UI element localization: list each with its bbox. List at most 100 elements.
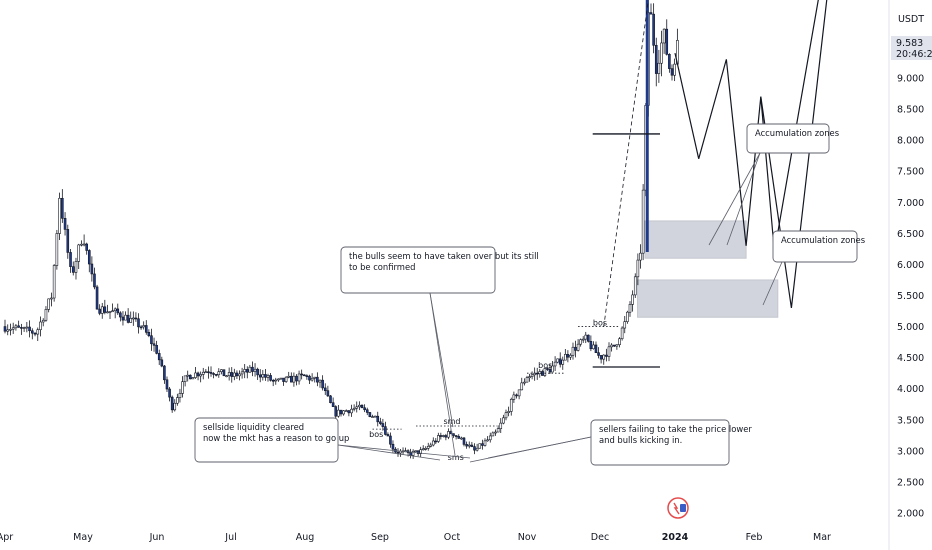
price-axis[interactable] xyxy=(889,0,932,550)
candle-body-122 xyxy=(323,387,327,391)
x-tick-Mar: Mar xyxy=(813,532,831,543)
candle-body-69 xyxy=(186,374,190,377)
candle-body-1 xyxy=(6,329,10,332)
candle-body-133 xyxy=(352,407,356,410)
candle-body-3 xyxy=(11,327,15,330)
candle-body-200 xyxy=(525,377,529,383)
candle-body-26 xyxy=(74,261,78,273)
candle-body-74 xyxy=(199,374,202,377)
candle-body-176 xyxy=(462,437,466,445)
candle-body-177 xyxy=(465,444,468,447)
candle-body-214 xyxy=(561,359,565,365)
candle-body-215 xyxy=(564,354,567,361)
annotation-text-1-1: the bulls seem to have taken over but it… xyxy=(349,251,539,261)
candle-body-37 xyxy=(103,306,107,313)
candle-body-89 xyxy=(238,373,241,377)
candle-body-202 xyxy=(530,374,534,377)
candle-body-27 xyxy=(77,244,81,262)
x-tick-Feb: Feb xyxy=(746,532,763,543)
candle-body-162 xyxy=(426,445,430,449)
candle-body-228 xyxy=(597,352,600,356)
candle-body-186 xyxy=(488,435,492,441)
structure-label-1: bos xyxy=(369,430,383,439)
candle-body-97 xyxy=(258,374,262,378)
x-tick-May: May xyxy=(73,532,93,543)
candle-body-226 xyxy=(592,344,595,350)
candle-body-209 xyxy=(548,368,552,373)
candle-body-235 xyxy=(615,344,619,347)
candle-body-39 xyxy=(108,311,112,313)
candle-body-156 xyxy=(411,450,415,456)
dashed-trend-line xyxy=(603,0,649,327)
candle-body-180 xyxy=(473,446,476,451)
x-tick-Dec: Dec xyxy=(591,532,609,543)
x-tick-Jun: Jun xyxy=(149,532,165,543)
candle-body-119 xyxy=(316,376,319,383)
candle-body-79 xyxy=(212,373,215,375)
candle-body-12 xyxy=(36,329,40,335)
candle-body-251 xyxy=(657,62,661,74)
candle-body-70 xyxy=(189,374,192,380)
candle-body-62 xyxy=(168,388,171,398)
y-tick-3.500: 3.500 xyxy=(897,415,924,426)
annotation-text-2-2: now the mkt has a reason to go up xyxy=(203,433,349,443)
candle-body-48 xyxy=(132,317,135,320)
candle-body-2 xyxy=(9,328,12,331)
candle-body-234 xyxy=(612,344,616,347)
brand-logo xyxy=(667,497,689,519)
candle-body-219 xyxy=(574,346,577,351)
annotation-text-4-1: Accumulation zones xyxy=(755,128,839,138)
candle-body-236 xyxy=(618,338,621,346)
candle-body-5 xyxy=(17,325,20,328)
candle-body-118 xyxy=(313,376,317,379)
candle-body-64 xyxy=(173,402,177,411)
candle-body-53 xyxy=(144,325,148,333)
candle-body-145 xyxy=(384,426,387,435)
candle-body-61 xyxy=(165,379,169,390)
candle-body-155 xyxy=(409,452,412,456)
candle-body-46 xyxy=(126,314,130,323)
candle-body-210 xyxy=(551,365,554,373)
candle-body-73 xyxy=(196,372,200,377)
candle-body-112 xyxy=(297,373,301,382)
annotation-pointer-4-2 xyxy=(726,152,761,246)
candle-body-91 xyxy=(243,369,246,373)
candle-body-116 xyxy=(308,375,311,381)
candle-body-9 xyxy=(28,326,31,332)
candle-body-150 xyxy=(396,451,400,454)
projection-path-2 xyxy=(760,0,828,309)
candle-body-141 xyxy=(373,415,377,418)
candle-body-105 xyxy=(279,377,283,380)
candle-body-243 xyxy=(636,259,640,278)
candle-body-166 xyxy=(437,435,440,442)
candle-body-207 xyxy=(543,368,547,376)
x-tick-2024: 2024 xyxy=(662,532,689,543)
candle-body-128 xyxy=(339,409,343,415)
candle-body-109 xyxy=(290,375,293,383)
y-tick-2.000: 2.000 xyxy=(897,509,924,520)
candle-body-170 xyxy=(447,431,450,438)
candle-body-237 xyxy=(620,327,624,340)
candle-body-90 xyxy=(240,371,244,375)
y-tick-4.500: 4.500 xyxy=(897,353,924,364)
candle-body-77 xyxy=(207,371,210,374)
candle-body-56 xyxy=(152,343,156,346)
candle-body-117 xyxy=(310,377,314,381)
candle-body-78 xyxy=(209,372,213,374)
candle-body-173 xyxy=(454,435,458,437)
candle-body-216 xyxy=(566,354,570,358)
candle-body-230 xyxy=(602,354,606,360)
candle-body-130 xyxy=(344,410,348,412)
plot-area[interactable]: bossmdsmsbosbosthe bulls seem to have ta… xyxy=(3,0,865,466)
candle-body-85 xyxy=(227,372,231,377)
x-axis-ticks: Apr May Jun Jul Aug Sep Oct Nov Dec 2024 Feb Mar xyxy=(0,532,831,543)
x-tick-Oct: Oct xyxy=(444,532,461,543)
candle-body-249 xyxy=(652,13,655,46)
annotation-box-4 xyxy=(746,123,830,154)
candle-body-95 xyxy=(253,368,257,372)
candle-body-217 xyxy=(569,354,572,358)
annotation-text-2-1: sellside liquidity cleared xyxy=(203,422,304,432)
annotation-5: Accumulation zones xyxy=(762,230,865,306)
